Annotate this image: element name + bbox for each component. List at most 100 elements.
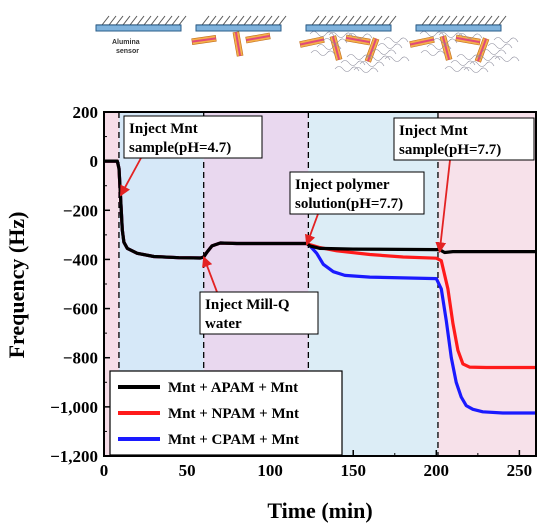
hatch-mark bbox=[157, 15, 166, 26]
polymer-chain bbox=[322, 38, 348, 44]
annotation-box bbox=[199, 291, 319, 335]
y-tick-label: 200 bbox=[73, 103, 99, 122]
annotation-text: water bbox=[205, 316, 242, 332]
polymer-chain bbox=[444, 66, 470, 72]
clay-core bbox=[331, 36, 341, 60]
polymer-chain bbox=[346, 54, 372, 60]
annotation-box bbox=[289, 171, 425, 215]
clay-particle bbox=[329, 35, 343, 61]
hatch-mark bbox=[278, 15, 287, 26]
hatch-mark bbox=[360, 15, 369, 26]
legend: Mnt + APAM + Mnt Mnt + NPAM + Mnt Mnt + CP… bbox=[109, 370, 343, 456]
y-tick-label: −1,000 bbox=[50, 398, 98, 417]
polymer-chain bbox=[432, 38, 458, 44]
hatch-mark bbox=[332, 15, 341, 26]
legend-label: Mnt + APAM + Mnt bbox=[168, 380, 298, 396]
clay-particle bbox=[439, 35, 453, 61]
annotations: Inject Mnt sample(pH=4.7) Inject Mill-Q wat… bbox=[123, 115, 535, 335]
hatch-mark bbox=[449, 15, 458, 26]
sensor-panel bbox=[409, 15, 520, 73]
polymer-chain bbox=[371, 49, 397, 55]
clay-particle bbox=[345, 34, 371, 46]
annotation-arrow bbox=[435, 159, 451, 254]
annotation-arrows bbox=[119, 157, 451, 293]
hatch-mark bbox=[311, 15, 320, 26]
polymer-chain bbox=[353, 67, 379, 73]
sensor-schematic bbox=[95, 15, 520, 73]
hatch-mark bbox=[250, 15, 259, 26]
polymer-chain bbox=[438, 32, 464, 38]
hatch-mark bbox=[215, 15, 224, 26]
annotation-text: Inject Mnt bbox=[399, 123, 468, 139]
stage-region bbox=[437, 112, 536, 456]
clay-core bbox=[441, 36, 451, 60]
hatch-mark bbox=[264, 15, 273, 26]
polymer-chain bbox=[365, 55, 391, 61]
clay-core bbox=[234, 32, 242, 56]
hatch-mark bbox=[229, 15, 238, 26]
hatch-mark bbox=[136, 15, 145, 26]
x-axis: 0 50 100 150 200 250 bbox=[100, 450, 532, 480]
clay-particle bbox=[299, 36, 325, 48]
y-axis: 200 0 −200 −400 −600 −800 −1,000 −1,200 bbox=[50, 103, 110, 466]
clay-core bbox=[191, 37, 217, 43]
clay-particle bbox=[245, 32, 271, 44]
clay-particle bbox=[191, 35, 217, 45]
x-tick-label: 250 bbox=[507, 461, 533, 480]
sensor-bar bbox=[305, 24, 392, 32]
polymer-chain bbox=[493, 37, 519, 43]
hatch-mark bbox=[143, 15, 152, 26]
hatch-mark bbox=[178, 15, 187, 26]
x-tick-label: 50 bbox=[179, 461, 196, 480]
hatch-mark bbox=[381, 15, 390, 26]
annotation-box bbox=[123, 115, 263, 159]
hatch-mark bbox=[201, 15, 210, 26]
polymer-chain bbox=[419, 31, 445, 37]
polymer-chain bbox=[359, 61, 385, 67]
sensor-panel bbox=[95, 15, 187, 32]
legend-label: Mnt + NPAM + Mnt bbox=[168, 406, 299, 422]
sensor-label-line2: sensor bbox=[116, 48, 139, 55]
hatch-mark bbox=[122, 15, 131, 26]
annotation-text: Inject Mill-Q bbox=[205, 297, 290, 313]
annotation-text: sample(pH=7.7) bbox=[399, 142, 501, 158]
clay-particle bbox=[409, 36, 435, 48]
hatch-mark bbox=[498, 15, 507, 26]
hatch-mark bbox=[257, 15, 266, 26]
hatch-mark bbox=[428, 15, 437, 26]
sensor-bar bbox=[95, 24, 182, 32]
x-tick-label: 200 bbox=[424, 461, 450, 480]
polymer-chain bbox=[310, 50, 336, 56]
sensor-bar bbox=[195, 24, 282, 32]
hatch-mark bbox=[484, 15, 493, 26]
polymer-chain bbox=[384, 56, 410, 62]
x-axis-label: Time (min) bbox=[267, 498, 372, 523]
y-tick-label: −1,200 bbox=[50, 447, 98, 466]
hatch-mark bbox=[318, 15, 327, 26]
clay-particle bbox=[232, 31, 244, 57]
polymer-chain bbox=[463, 67, 489, 73]
annotation-arrow bbox=[119, 157, 142, 197]
hatch-mark bbox=[101, 15, 110, 26]
x-tick-label: 100 bbox=[257, 461, 283, 480]
annotation-box bbox=[393, 117, 535, 161]
annotation-arrow bbox=[202, 255, 218, 293]
legend-label: Mnt + CPAM + Mnt bbox=[168, 432, 299, 448]
clay-core bbox=[346, 36, 370, 44]
x-tick-label: 0 bbox=[100, 461, 109, 480]
clay-core bbox=[456, 36, 480, 44]
sensor-panel bbox=[299, 15, 410, 73]
polymer-chain bbox=[450, 60, 476, 66]
clay-core bbox=[300, 38, 324, 46]
polymer-chain bbox=[475, 55, 501, 61]
y-tick-label: −600 bbox=[63, 300, 98, 319]
polymer-chain bbox=[469, 61, 495, 67]
polymer-chain bbox=[309, 31, 335, 37]
hatch-mark bbox=[243, 15, 252, 26]
polymer-chain bbox=[334, 66, 360, 72]
polymer-chain bbox=[383, 37, 409, 43]
sensor-label-line1: Alumina bbox=[112, 39, 140, 46]
clay-core bbox=[246, 34, 270, 42]
hatch-mark bbox=[108, 15, 117, 26]
